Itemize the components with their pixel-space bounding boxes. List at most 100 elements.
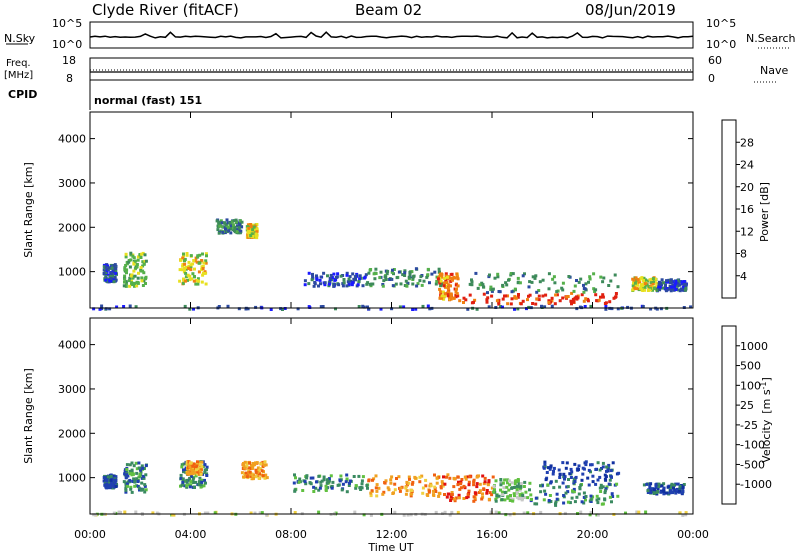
data-cell [670, 287, 674, 291]
velocity-ylabel: Slant Range [km] [22, 368, 35, 464]
data-cell [681, 485, 685, 489]
data-cell [197, 483, 201, 487]
data-cell [402, 305, 406, 309]
data-cell [506, 302, 510, 306]
data-cell [129, 253, 133, 257]
data-cell [529, 493, 533, 497]
data-cell [568, 501, 572, 505]
data-cell [519, 302, 523, 306]
data-cell [506, 478, 510, 482]
data-cell [104, 278, 108, 282]
data-cell [311, 275, 315, 279]
data-cell [594, 468, 598, 471]
data-cell [604, 307, 608, 311]
data-cell [360, 479, 364, 483]
data-cell [662, 281, 665, 285]
data-cell [129, 485, 133, 489]
data-cell [128, 472, 132, 475]
data-cell [203, 270, 207, 274]
scatter-region [240, 460, 269, 481]
data-cell [566, 485, 570, 489]
data-cell [567, 478, 570, 481]
data-cell [123, 277, 127, 281]
data-cell [342, 281, 346, 285]
data-cell [537, 298, 541, 302]
nave-tick-bottom: 0 [708, 72, 715, 85]
data-cell [514, 296, 518, 300]
data-cell [307, 305, 311, 309]
data-cell [113, 478, 117, 482]
data-cell [450, 510, 454, 514]
data-cell [486, 291, 489, 295]
data-cell [386, 269, 390, 273]
data-cell [642, 279, 645, 282]
data-cell [605, 465, 609, 469]
data-cell [530, 280, 534, 284]
data-cell [488, 491, 492, 495]
nsearch-tick-top: 10^5 [706, 17, 736, 30]
data-cell [572, 289, 576, 293]
data-cell [589, 498, 593, 502]
data-cell [508, 483, 512, 487]
data-cell [219, 219, 223, 223]
data-cell [636, 283, 639, 287]
data-cell [491, 475, 495, 479]
data-cell [654, 277, 658, 281]
data-cell [386, 486, 390, 490]
data-cell [125, 463, 129, 467]
data-cell [658, 288, 662, 292]
data-cell [334, 276, 338, 279]
data-cell [133, 484, 137, 488]
data-cell [434, 490, 438, 493]
data-cell [106, 268, 110, 272]
data-cell [492, 485, 496, 488]
data-cell [674, 491, 678, 495]
data-cell [318, 278, 322, 282]
data-cell [181, 268, 185, 272]
data-cell [263, 463, 266, 467]
data-cell [472, 499, 476, 503]
data-cell [544, 293, 548, 297]
data-cell [182, 278, 186, 282]
data-cell [269, 308, 273, 311]
data-cell [569, 467, 573, 471]
data-cell [426, 273, 430, 277]
data-cell [456, 277, 460, 281]
data-cell [569, 476, 573, 479]
data-cell [651, 282, 655, 286]
data-cell [111, 274, 115, 278]
data-cell [509, 494, 512, 497]
data-cell [187, 462, 191, 466]
data-cell [195, 279, 199, 282]
data-cell [474, 271, 478, 275]
power-yaxis: 1000 2000 3000 4000 [58, 133, 693, 279]
data-cell [637, 510, 641, 514]
data-cell [483, 480, 487, 484]
data-cell [196, 277, 200, 281]
data-cell [398, 305, 402, 309]
data-cell [499, 478, 503, 481]
data-cell [684, 511, 688, 515]
data-cell [573, 296, 577, 300]
data-cell [128, 265, 132, 269]
data-cell [137, 461, 141, 465]
freq-tick-top: 18 [62, 54, 76, 67]
data-cell [240, 471, 244, 475]
data-cell [528, 488, 531, 492]
data-cell [508, 513, 512, 517]
data-cell [242, 463, 245, 466]
data-cell [441, 296, 445, 299]
data-cell [655, 281, 659, 285]
data-cell [124, 284, 128, 288]
data-cell [452, 275, 456, 279]
data-cell [250, 232, 254, 236]
data-cell [132, 261, 136, 265]
data-cell [354, 486, 358, 490]
data-cell [615, 482, 619, 486]
data-cell [190, 471, 194, 475]
data-cell [608, 300, 612, 304]
data-cell [254, 232, 258, 236]
data-cell [493, 276, 497, 280]
data-cell [184, 468, 188, 471]
data-cell [251, 462, 255, 465]
